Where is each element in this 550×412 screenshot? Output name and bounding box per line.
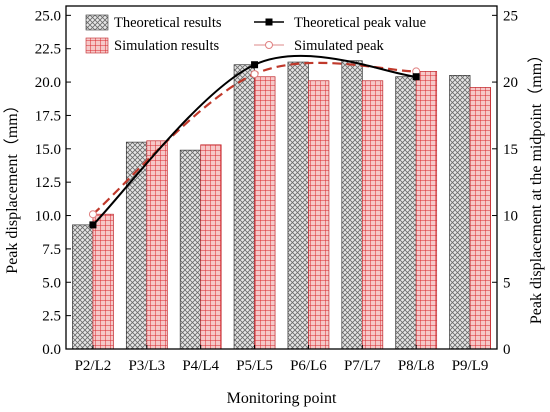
- right-tick-label: 20: [503, 75, 518, 91]
- simulation-bar-p2-l2: [92, 213, 114, 350]
- x-tick-label: P6/L6: [290, 358, 327, 374]
- x-axis-ticks: P2/L2 P3/L3 P4/L4 P5/L5 P6/L6 P7/L7 P8/L8 P9/L9: [75, 345, 489, 374]
- lines-layer: [88, 54, 421, 229]
- simulated-peak-point: [88, 210, 97, 219]
- x-tick-label: P4/L4: [182, 358, 219, 374]
- theoretical-peak-point: [251, 61, 259, 69]
- theoretical-bar-p8-l8: [395, 76, 417, 350]
- theoretical-bar-p2-l2: [72, 224, 94, 350]
- y2-axis-title: Peak displacement at the midpoint（mm）: [527, 47, 545, 324]
- legend-label-theoretical-results: Theoretical results: [114, 15, 222, 31]
- left-tick-label: 17.5: [35, 108, 61, 124]
- plot-frame: [65, 5, 498, 350]
- legend-label-simulation-results: Simulation results: [114, 38, 219, 54]
- simulation-bar-p3-l3: [146, 140, 168, 350]
- left-tick-label: 25.0: [35, 8, 61, 24]
- simulation-bar-p9-l9: [469, 87, 491, 350]
- legend-marker-theoretical-peak: [265, 18, 273, 26]
- simulation-bar-p4-l4: [200, 144, 222, 350]
- legend-marker-simulated-peak: [265, 41, 273, 49]
- theoretical-peak-point: [89, 221, 97, 229]
- right-tick-label: 5: [503, 275, 511, 291]
- legend-label-simulated-peak: Simulated peak: [294, 38, 385, 54]
- left-tick-label: 10.0: [35, 209, 61, 225]
- simulation-bar-p5-l5: [254, 76, 276, 350]
- legend-swatch-theoretical-results: [85, 14, 109, 31]
- legend-swatch-simulation-results: [85, 37, 109, 54]
- right-tick-label: 25: [503, 8, 518, 24]
- left-axis-ticks: 0.0 2.5 5.0 7.5 10.0 12.5 15.0 17.5 20.0 22.5 25.0: [35, 8, 71, 358]
- legend-label-theoretical-peak: Theoretical peak value: [294, 15, 426, 31]
- left-tick-label: 22.5: [35, 42, 61, 58]
- left-tick-label: 20.0: [35, 75, 61, 91]
- x-tick-label: P3/L3: [128, 358, 165, 374]
- x-tick-label: P5/L5: [236, 358, 273, 374]
- simulation-bar-p6-l6: [308, 80, 330, 350]
- legend: Theoretical results Simulation results T…: [85, 14, 426, 54]
- x-axis-title: Monitoring point: [227, 390, 337, 407]
- x-tick-label: P2/L2: [75, 358, 112, 374]
- right-tick-label: 0: [503, 342, 511, 358]
- right-tick-label: 15: [503, 142, 518, 158]
- simulation-bar-p8-l8: [415, 71, 438, 350]
- right-tick-label: 10: [503, 209, 518, 225]
- right-axis-ticks: 0 5 10 15 20 25: [492, 8, 518, 358]
- left-tick-label: 7.5: [42, 242, 61, 258]
- theoretical-bar-p4-l4: [179, 149, 202, 350]
- y-axis-title: Peak displacement（mm）: [3, 97, 21, 273]
- left-tick-label: 5.0: [42, 275, 61, 291]
- left-tick-label: 0.0: [42, 342, 61, 358]
- simulated-peak-point: [250, 70, 259, 79]
- theoretical-peak-point: [412, 73, 420, 81]
- theoretical-bar-p9-l9: [449, 75, 471, 350]
- theoretical-bar-p5-l5: [233, 64, 255, 350]
- left-tick-label: 15.0: [35, 142, 61, 158]
- bars-layer: [72, 60, 491, 350]
- theoretical-bar-p3-l3: [125, 141, 148, 350]
- left-tick-label: 2.5: [42, 309, 61, 325]
- theoretical-bar-p6-l6: [287, 61, 309, 350]
- simulation-bar-p7-l7: [361, 80, 384, 350]
- theoretical-bar-p7-l7: [341, 60, 363, 350]
- left-tick-label: 12.5: [35, 175, 61, 191]
- x-tick-label: P8/L8: [398, 358, 435, 374]
- x-tick-label: P7/L7: [344, 358, 381, 374]
- x-tick-label: P9/L9: [452, 358, 489, 374]
